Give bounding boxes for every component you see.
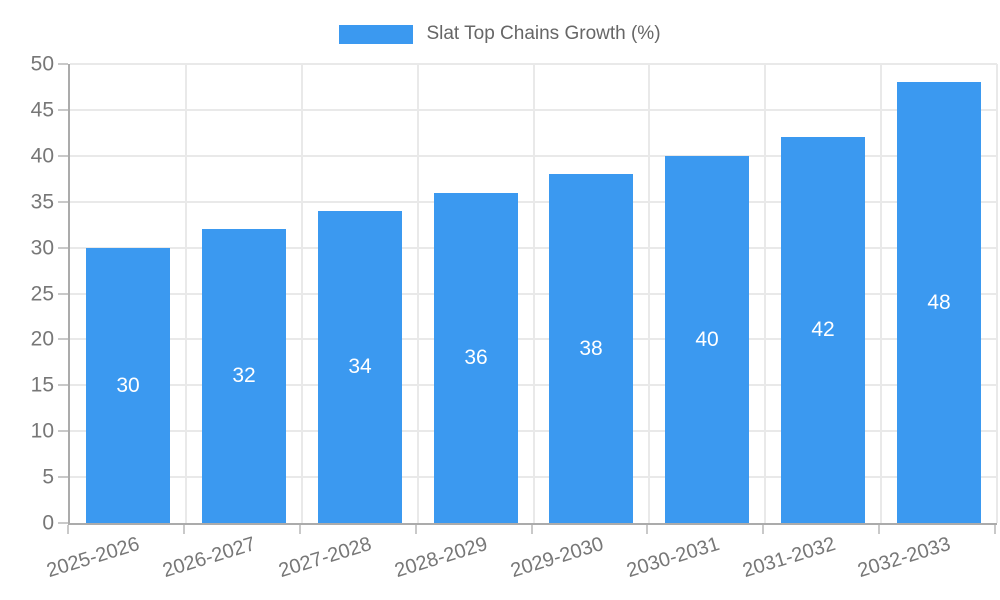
bar-value-label: 36 xyxy=(464,346,488,369)
gridline-vertical xyxy=(416,64,419,523)
x-axis-label: 2026-2027 xyxy=(160,533,259,583)
y-axis-label: 25 xyxy=(30,282,54,305)
gridline-vertical xyxy=(532,64,535,523)
x-axis-tick xyxy=(762,525,765,534)
y-axis-tick xyxy=(58,522,68,524)
bar[interactable]: 34 xyxy=(318,211,402,523)
bar-value-label: 30 xyxy=(116,373,140,397)
gridline-vertical xyxy=(184,64,187,523)
y-axis-tick xyxy=(58,246,68,249)
bar[interactable]: 30 xyxy=(86,248,170,523)
chart-legend[interactable]: Slat Top Chains Growth (%) xyxy=(0,23,1000,45)
x-axis-tick xyxy=(67,525,69,534)
legend-label: Slat Top Chains Growth (%) xyxy=(426,23,661,44)
legend-swatch-icon xyxy=(339,24,414,44)
y-axis-tick xyxy=(58,292,68,295)
gridline-vertical xyxy=(648,64,651,523)
y-axis-tick xyxy=(58,63,68,65)
y-axis-tick xyxy=(58,430,68,433)
bar-value-label: 34 xyxy=(348,355,372,378)
x-axis-tick xyxy=(530,525,533,534)
y-axis-label: 20 xyxy=(30,327,54,351)
y-axis-label: 15 xyxy=(30,373,54,397)
gridline-vertical xyxy=(996,64,998,523)
y-axis-label: 30 xyxy=(30,236,54,260)
y-axis-label: 10 xyxy=(30,419,54,443)
y-axis-label: 35 xyxy=(30,190,54,214)
x-axis-tick xyxy=(878,525,881,534)
y-axis-tick xyxy=(58,476,68,479)
x-axis-label: 2030-2031 xyxy=(623,533,722,583)
x-axis-tick xyxy=(414,525,417,534)
x-axis-tick xyxy=(182,525,185,534)
y-axis-label: 5 xyxy=(42,465,54,489)
bar-value-label: 40 xyxy=(695,327,719,351)
x-axis-label: 2025-2026 xyxy=(44,533,143,583)
y-axis-tick xyxy=(58,108,68,111)
y-axis-label: 45 xyxy=(30,98,54,122)
x-axis-label: 2028-2029 xyxy=(392,533,490,583)
bar-value-label: 38 xyxy=(579,336,603,360)
x-axis-tick xyxy=(994,525,996,534)
bar[interactable]: 48 xyxy=(897,82,981,523)
bar[interactable]: 38 xyxy=(549,174,633,523)
y-axis-tick xyxy=(58,384,68,387)
bar[interactable]: 40 xyxy=(665,156,749,523)
plot-area: 30 32 34 36 38 40 42 48 xyxy=(68,63,998,525)
x-axis-tick xyxy=(646,525,649,534)
bar[interactable]: 32 xyxy=(202,229,286,523)
y-axis-tick xyxy=(58,338,68,341)
bar[interactable]: 42 xyxy=(781,137,865,523)
y-axis-tick xyxy=(58,154,68,157)
gridline-vertical xyxy=(880,64,883,523)
gridline-vertical xyxy=(300,64,303,523)
x-axis-label: 2027-2028 xyxy=(276,533,375,583)
gridline-vertical xyxy=(764,64,767,523)
y-axis-tick xyxy=(58,200,68,203)
bar-value-label: 48 xyxy=(927,290,951,314)
y-axis-label: 0 xyxy=(42,511,54,535)
x-axis-label: 2031-2032 xyxy=(739,533,838,583)
bar[interactable]: 36 xyxy=(434,193,518,523)
bar-value-label: 32 xyxy=(232,364,256,387)
y-axis-label: 50 xyxy=(30,52,54,76)
x-axis-label: 2029-2030 xyxy=(507,533,606,583)
bar-value-label: 42 xyxy=(811,318,835,341)
x-axis-label: 2032-2033 xyxy=(855,533,954,583)
y-axis-label: 40 xyxy=(30,144,54,168)
x-axis-tick xyxy=(298,525,301,534)
